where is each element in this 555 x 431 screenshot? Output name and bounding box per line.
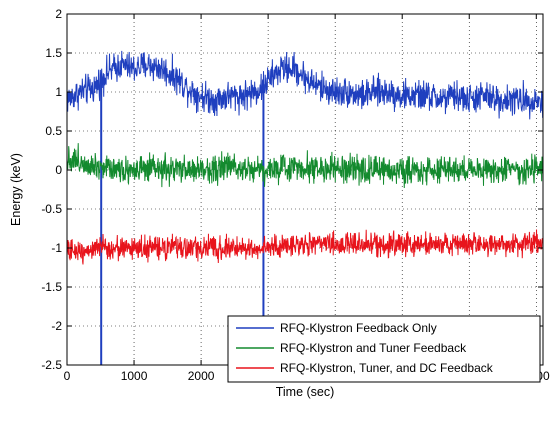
- series-line-0: [66, 50, 544, 120]
- y-tick-label: -1: [51, 241, 62, 255]
- y-tick-label: -2.5: [41, 358, 62, 372]
- legend-box: [227, 315, 541, 383]
- y-tick-label: 2: [55, 7, 62, 21]
- series-layer: [66, 50, 544, 365]
- y-tick-label: -1.5: [41, 280, 62, 294]
- x-axis-label: Time (sec): [276, 385, 335, 399]
- x-tick-label: 2000: [188, 369, 215, 383]
- legend: RFQ-Klystron Feedback Only RFQ-Klystron …: [227, 315, 541, 383]
- x-tick-label: 1000: [121, 369, 148, 383]
- y-tick-label: 0.5: [45, 124, 62, 138]
- y-axis-label: Energy (keV): [9, 153, 23, 226]
- y-tick-label: -0.5: [41, 202, 62, 216]
- ticks: [66, 13, 543, 366]
- y-tick-label: 1: [55, 85, 62, 99]
- series-line-2: [66, 229, 544, 265]
- y-tick-label: 0: [55, 163, 62, 177]
- x-tick-label: 0: [64, 369, 71, 383]
- legend-entry-series-2: RFQ-Klystron, Tuner, and DC Feedback: [280, 361, 494, 375]
- y-tick-label: -2: [51, 319, 62, 333]
- series-line-1: [66, 143, 544, 189]
- legend-entry-series-1: RFQ-Klystron and Tuner Feedback: [280, 341, 467, 355]
- y-tick-label: 1.5: [45, 46, 62, 60]
- legend-entry-series-0: RFQ-Klystron Feedback Only: [280, 321, 437, 335]
